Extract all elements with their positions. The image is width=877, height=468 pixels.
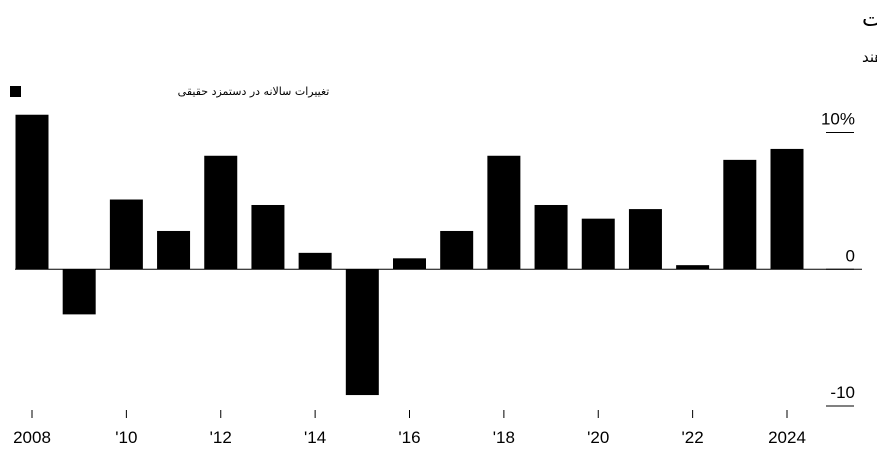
- bar: [393, 258, 426, 270]
- x-tick-label: '16: [398, 428, 420, 447]
- x-tick-label: 2008: [13, 428, 51, 447]
- bar: [581, 218, 615, 270]
- bar: [15, 114, 49, 270]
- bar: [157, 230, 191, 270]
- bar: [62, 269, 96, 315]
- bar: [109, 199, 143, 270]
- legend-swatch: [10, 86, 21, 97]
- x-tick-label: 2024: [768, 428, 806, 447]
- y-tick-label: 10%: [821, 110, 855, 129]
- bar: [534, 204, 568, 270]
- bar: [251, 204, 285, 270]
- y-tick-label: -10: [830, 383, 855, 402]
- x-tick-label: '14: [304, 428, 326, 447]
- x-tick-label: '10: [115, 428, 137, 447]
- legend-label: تغییرات سالانه در دستمزد حقیقی: [178, 85, 330, 98]
- chart-subtitle: کمبود کارگران شرکت ها را مجبور می کند حق…: [862, 48, 877, 66]
- bar: [723, 159, 757, 270]
- bar: [628, 209, 662, 270]
- bar: [440, 230, 474, 270]
- x-tick-label: '20: [587, 428, 609, 447]
- bar: [345, 269, 379, 396]
- x-tick-label: '18: [493, 428, 515, 447]
- bar: [770, 148, 804, 270]
- y-tick-label: 0: [846, 246, 855, 265]
- bar: [204, 155, 238, 270]
- bar: [298, 252, 332, 270]
- chart-title: دستمزد حقیقی در روسیه بیشترین افزایش را …: [862, 7, 877, 32]
- bar: [487, 155, 521, 270]
- x-tick-label: '12: [210, 428, 232, 447]
- x-tick-label: '22: [682, 428, 704, 447]
- bar: [676, 265, 710, 270]
